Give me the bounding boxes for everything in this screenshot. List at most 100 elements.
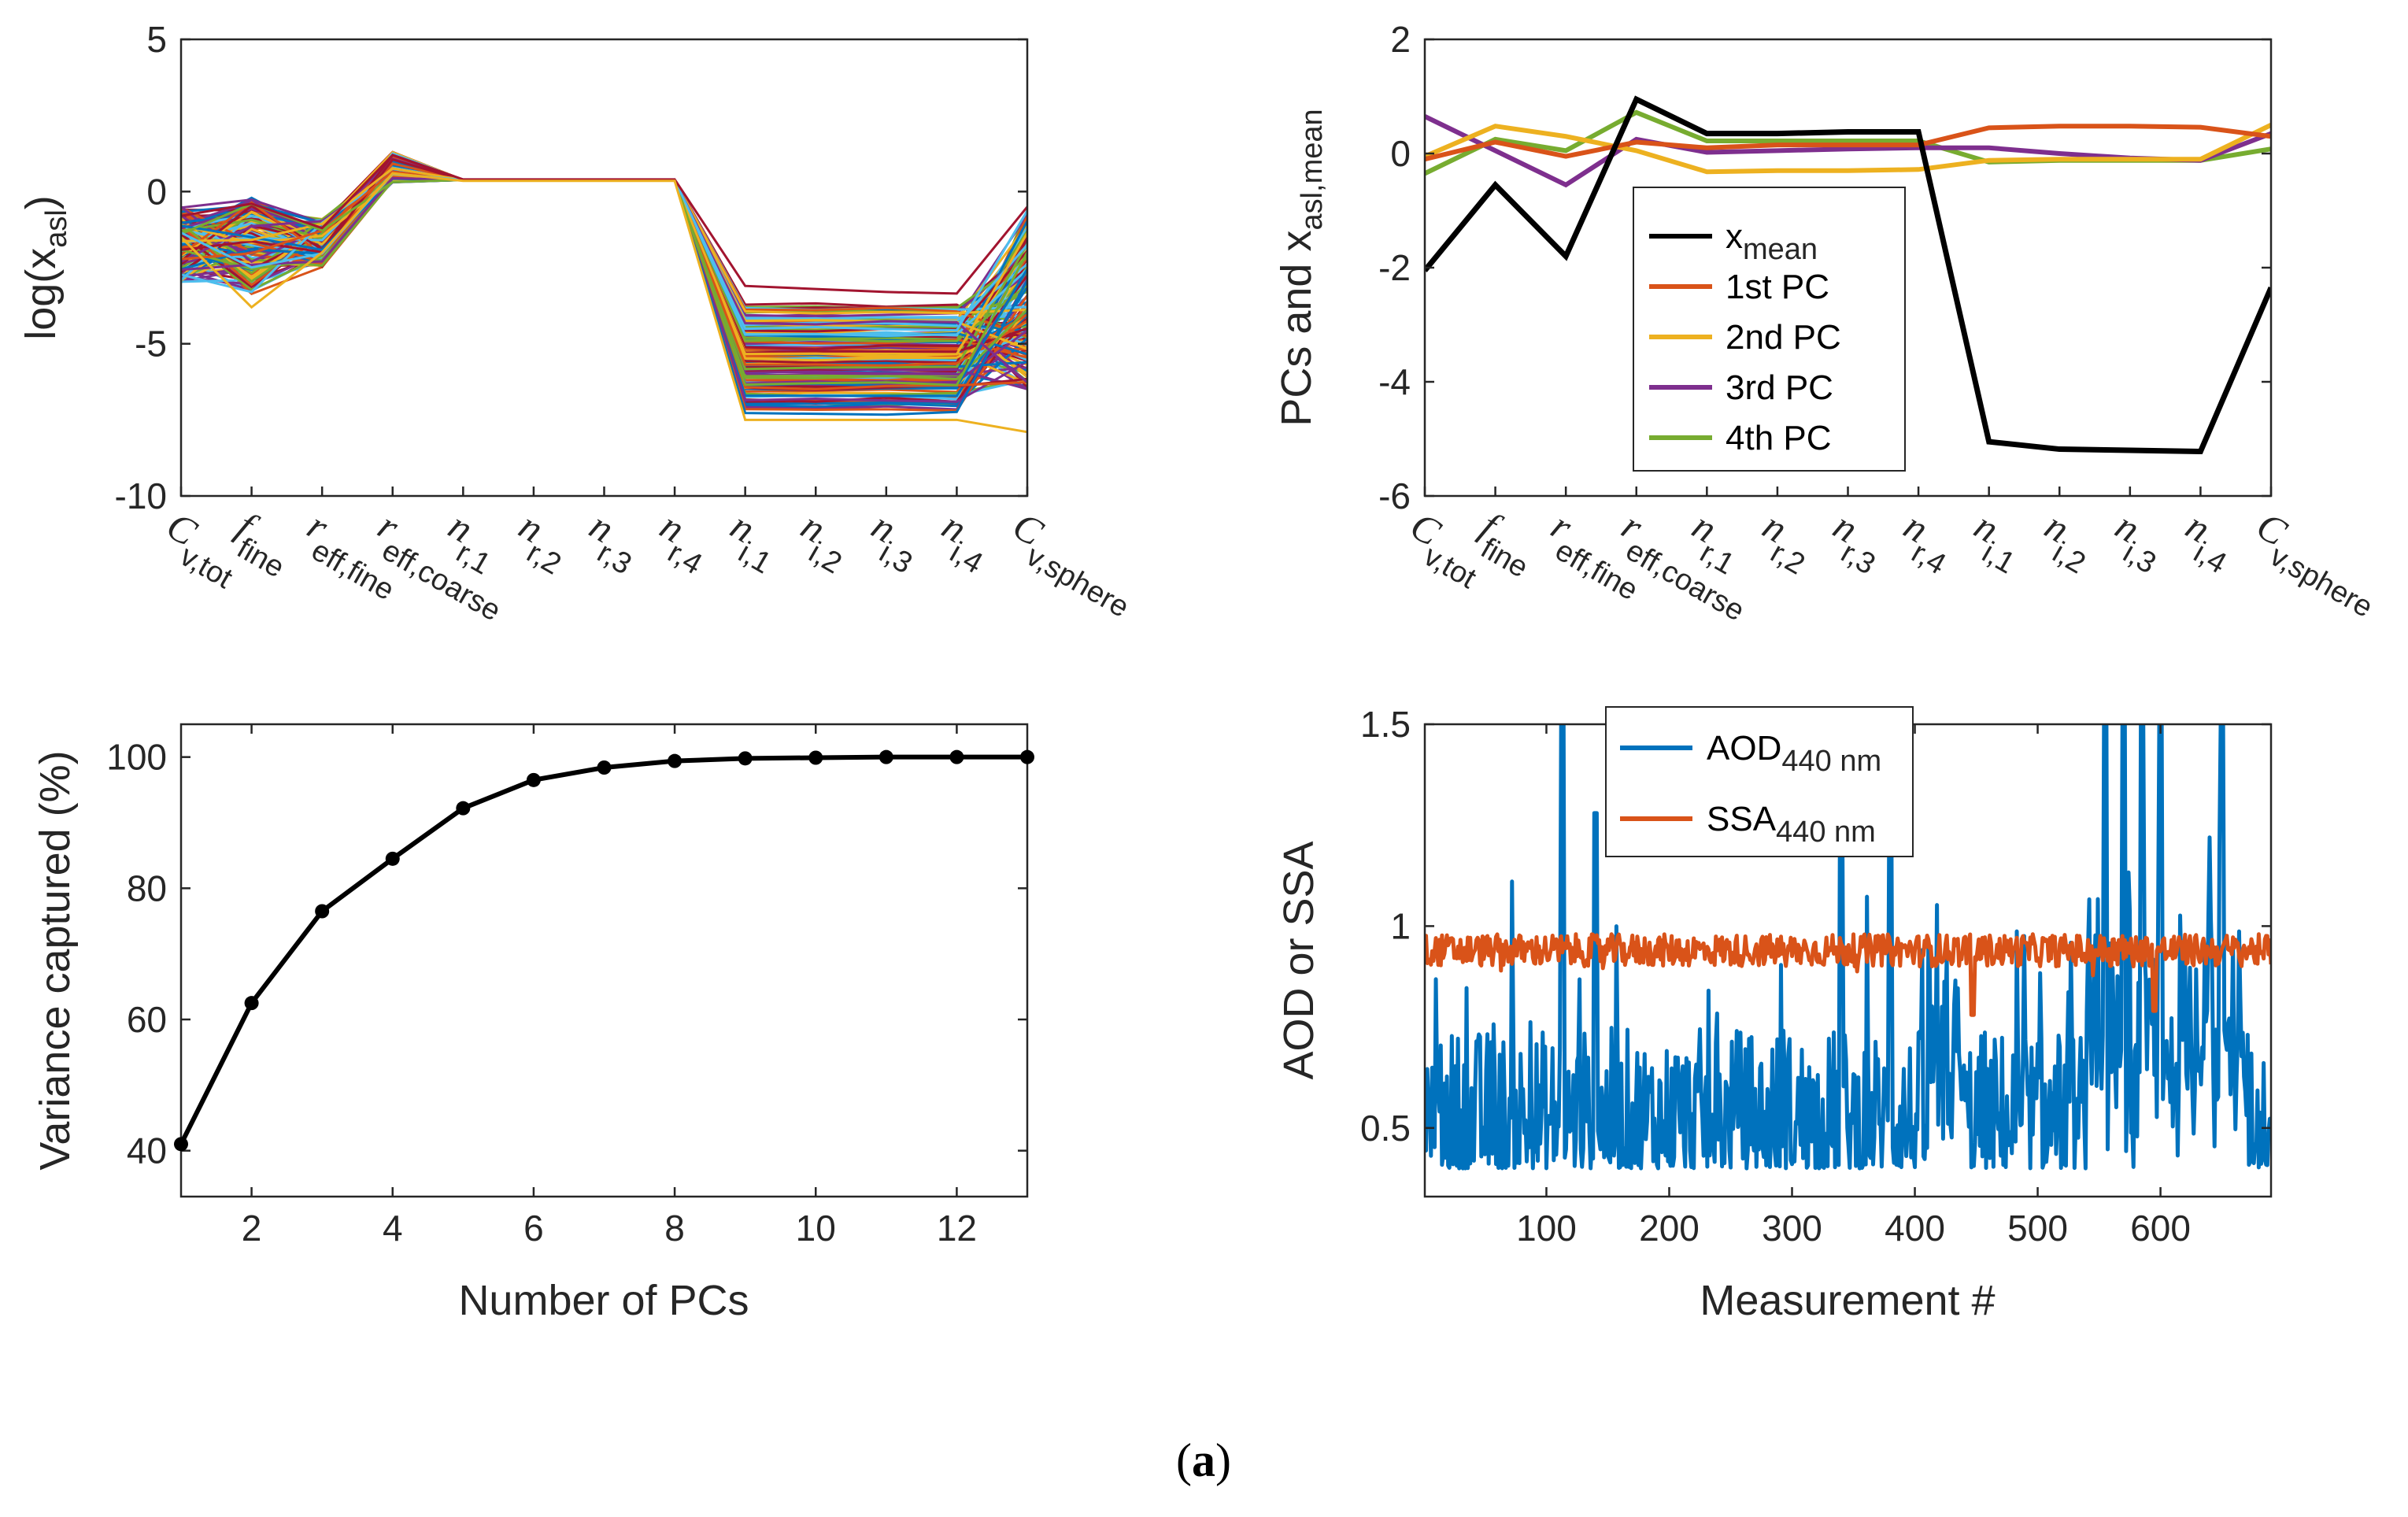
category-label: ni,1: [716, 503, 790, 580]
variance-point: [808, 750, 823, 765]
p3-x-axis-label: Number of PCs: [458, 1277, 749, 1324]
variance-point: [878, 749, 893, 764]
x-tick-label: 400: [1885, 1208, 1945, 1249]
p1-axes-frame: [179, 38, 1029, 498]
p4-x-axis-label: Measurement #: [1700, 1277, 1995, 1324]
y-tick-label: 1: [1390, 905, 1411, 946]
variance-point: [315, 904, 330, 919]
ssa-line: [1425, 932, 2271, 1017]
category-label: ni,2: [786, 503, 860, 580]
p1-y-axis-label: log(xasl): [17, 195, 73, 340]
variance-line: [179, 754, 1027, 1145]
y-tick-label: 100: [106, 737, 167, 778]
p4-legend: AOD440 nm SSA440 nm: [1605, 706, 1914, 857]
variance-point: [668, 753, 682, 768]
p1-y-ticks: 5 0 -5 -10: [115, 19, 1027, 516]
legend-label: 3rd PC: [1726, 368, 1833, 407]
x-tick-label: 10: [796, 1208, 836, 1249]
category-label: ni,2: [2030, 503, 2104, 580]
p4-legend-box: [1605, 706, 1914, 857]
category-label: nr,4: [645, 503, 721, 581]
y-tick-label: 0: [146, 171, 167, 212]
category-label: reff,coarse: [1607, 503, 1763, 628]
legend-label: 2nd PC: [1726, 318, 1841, 357]
x-tick-label: 8: [664, 1208, 685, 1249]
y-tick-label: 0.5: [1360, 1108, 1411, 1149]
x-tick-label: 500: [2007, 1208, 2068, 1249]
p2-category-labels: Cv,totffinereff,finereff,coarsenr,1nr,2n…: [1396, 487, 2392, 628]
y-tick-label: 2: [1390, 19, 1411, 60]
y-tick-label: -10: [115, 475, 167, 516]
category-label: nr,4: [1889, 503, 1965, 581]
series-line: [1425, 95, 2271, 454]
y-tick-label: -2: [1378, 247, 1411, 288]
series-line: [1425, 123, 2271, 175]
legend-label: xmean: [1726, 217, 1818, 266]
p3-ticks: 40 60 80 100 2 4 6 8 10 12: [106, 724, 1027, 1249]
x-tick-label: 100: [1516, 1208, 1577, 1249]
p3-y-axis-label: Variance captured (%): [31, 750, 79, 1170]
x-tick-label: 4: [383, 1208, 403, 1249]
variance-point: [738, 751, 753, 766]
x-tick-label: 2: [242, 1208, 262, 1249]
variance-point: [385, 851, 400, 866]
y-tick-label: 5: [146, 19, 167, 60]
p3-axes-frame: [179, 723, 1029, 1198]
y-tick-label: 60: [127, 999, 167, 1040]
category-label: reff,coarse: [363, 503, 520, 628]
x-tick-label: 200: [1639, 1208, 1700, 1249]
category-label: nr,3: [1818, 503, 1894, 581]
legend-label: 4th PC: [1726, 419, 1832, 457]
variance-point: [526, 772, 541, 787]
category-label: nr,2: [504, 503, 579, 581]
category-label: ni,1: [1959, 503, 2033, 580]
p1-series-lines: [181, 150, 1027, 434]
category-label: ni,3: [2100, 503, 2174, 580]
variance-point: [949, 749, 964, 764]
y-tick-label: 0: [1390, 133, 1411, 174]
x-tick-label: 300: [1762, 1208, 1822, 1249]
x-tick-label: 600: [2130, 1208, 2191, 1249]
y-tick-label: 40: [127, 1130, 167, 1171]
variance-point: [1020, 749, 1034, 764]
p1-category-labels: Cv,totffinereff,finereff,coarsenr,1nr,2n…: [160, 487, 1149, 628]
p4-ticks: 0.5 1 1.5 100 200 300 400 500 600: [1360, 704, 2271, 1249]
p2-y-ticks: 2 0 -2 -4 -6: [1378, 19, 2271, 516]
y-tick-label: 80: [127, 868, 167, 908]
y-tick-label: -5: [135, 324, 167, 364]
y-tick-label: -6: [1378, 475, 1411, 516]
data-line-extreme: [181, 172, 1027, 434]
chart-pcs-and-mean: 2 0 -2 -4 -6 Cv,totffinereff,finereff,coarse…: [1273, 19, 2392, 628]
variance-point: [244, 996, 259, 1011]
chart-variance-captured: 40 60 80 100 2 4 6 8 10 12 Number of PCs Variance…: [31, 723, 1034, 1324]
p3-series: [174, 749, 1034, 1152]
y-tick-label: 1.5: [1360, 704, 1411, 745]
variance-point: [597, 760, 612, 775]
variance-point: [174, 1137, 188, 1152]
p4-y-axis-label: AOD or SSA: [1275, 841, 1322, 1079]
data-line-extreme: [181, 154, 1027, 295]
chart-log-xasl: 5 0 -5 -10 Cv,totffinereff,finereff,coarsen…: [17, 19, 1149, 628]
category-label: nr,2: [1748, 503, 1823, 581]
legend-label: AOD440 nm: [1707, 729, 1881, 778]
panel-label: (a): [1176, 1434, 1231, 1486]
category-label: Cv,sphere: [2242, 503, 2392, 624]
x-tick-label: 6: [523, 1208, 544, 1249]
variance-point: [456, 801, 471, 816]
p2-series-lines: [1425, 95, 2271, 454]
category-label: nr,3: [575, 503, 650, 581]
y-tick-label: -4: [1378, 361, 1411, 402]
x-tick-label: 12: [937, 1208, 977, 1249]
category-label: ni,3: [856, 503, 930, 580]
series-line: [1425, 124, 2271, 162]
p2-y-axis-label: PCs and xasl,mean: [1273, 109, 1329, 426]
legend-label: 1st PC: [1726, 268, 1829, 306]
data-line: [181, 176, 1027, 359]
category-label: ni,4: [2171, 503, 2245, 580]
category-label: Cv,tot: [1396, 503, 1496, 595]
category-label: Cv,sphere: [998, 503, 1149, 624]
p4-series-lines: [1425, 724, 2271, 1171]
